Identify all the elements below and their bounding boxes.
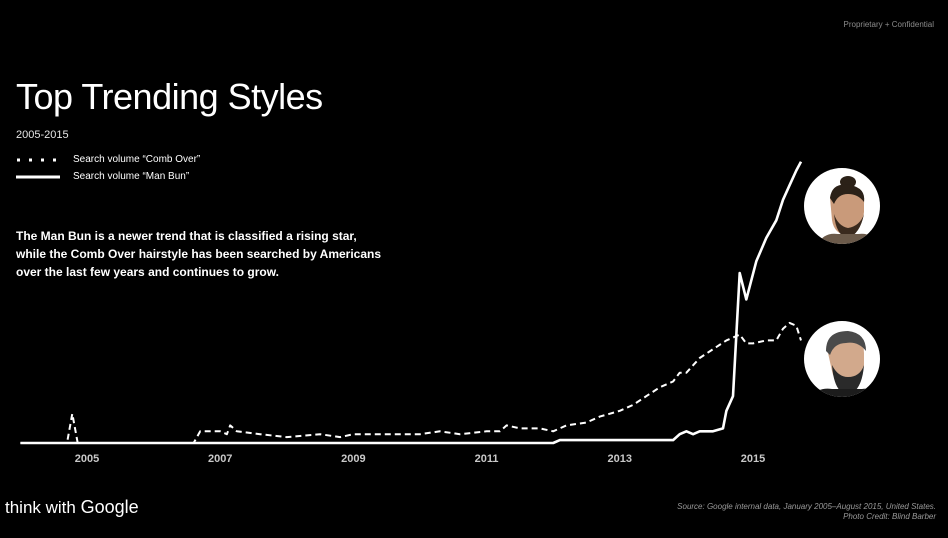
x-tick-label: 2007	[208, 453, 232, 465]
legend-item-comb-over: Search volume “Comb Over”	[16, 151, 200, 168]
photo-credit-line: Photo Credit: Blind Barber	[843, 512, 936, 521]
legend-label-man-bun: Search volume “Man Bun”	[73, 171, 190, 182]
think-with-google-logo: think with Google	[5, 497, 139, 518]
source-note: Source: Google internal data, January 20…	[677, 502, 936, 522]
x-tick-label: 2015	[741, 453, 765, 465]
solid-line-icon	[16, 175, 60, 178]
legend-label-comb-over: Search volume “Comb Over”	[73, 154, 201, 165]
confidential-label: Proprietary + Confidential	[843, 20, 935, 29]
description-text: The Man Bun is a newer trend that is cla…	[16, 229, 382, 279]
x-tick-label: 2005	[75, 453, 99, 465]
x-tick-label: 2013	[608, 453, 632, 465]
x-tick-label: 2009	[341, 453, 365, 465]
series-line-comb-over	[20, 321, 802, 444]
man-bun-avatar-icon	[804, 168, 880, 244]
brand-name: Google	[80, 497, 139, 517]
series-line-man-bun	[20, 161, 803, 445]
source-line: Source: Google internal data, January 20…	[677, 502, 936, 511]
brand-prefix: think with	[5, 498, 81, 517]
chart-legend: Search volume “Comb Over” Search volume …	[16, 151, 200, 185]
x-tick-label: 2011	[475, 453, 499, 465]
date-range-subtitle: 2005-2015	[16, 129, 69, 141]
legend-item-man-bun: Search volume “Man Bun”	[16, 168, 200, 185]
page-title: Top Trending Styles	[16, 76, 323, 117]
comb-over-avatar-icon	[804, 321, 880, 397]
